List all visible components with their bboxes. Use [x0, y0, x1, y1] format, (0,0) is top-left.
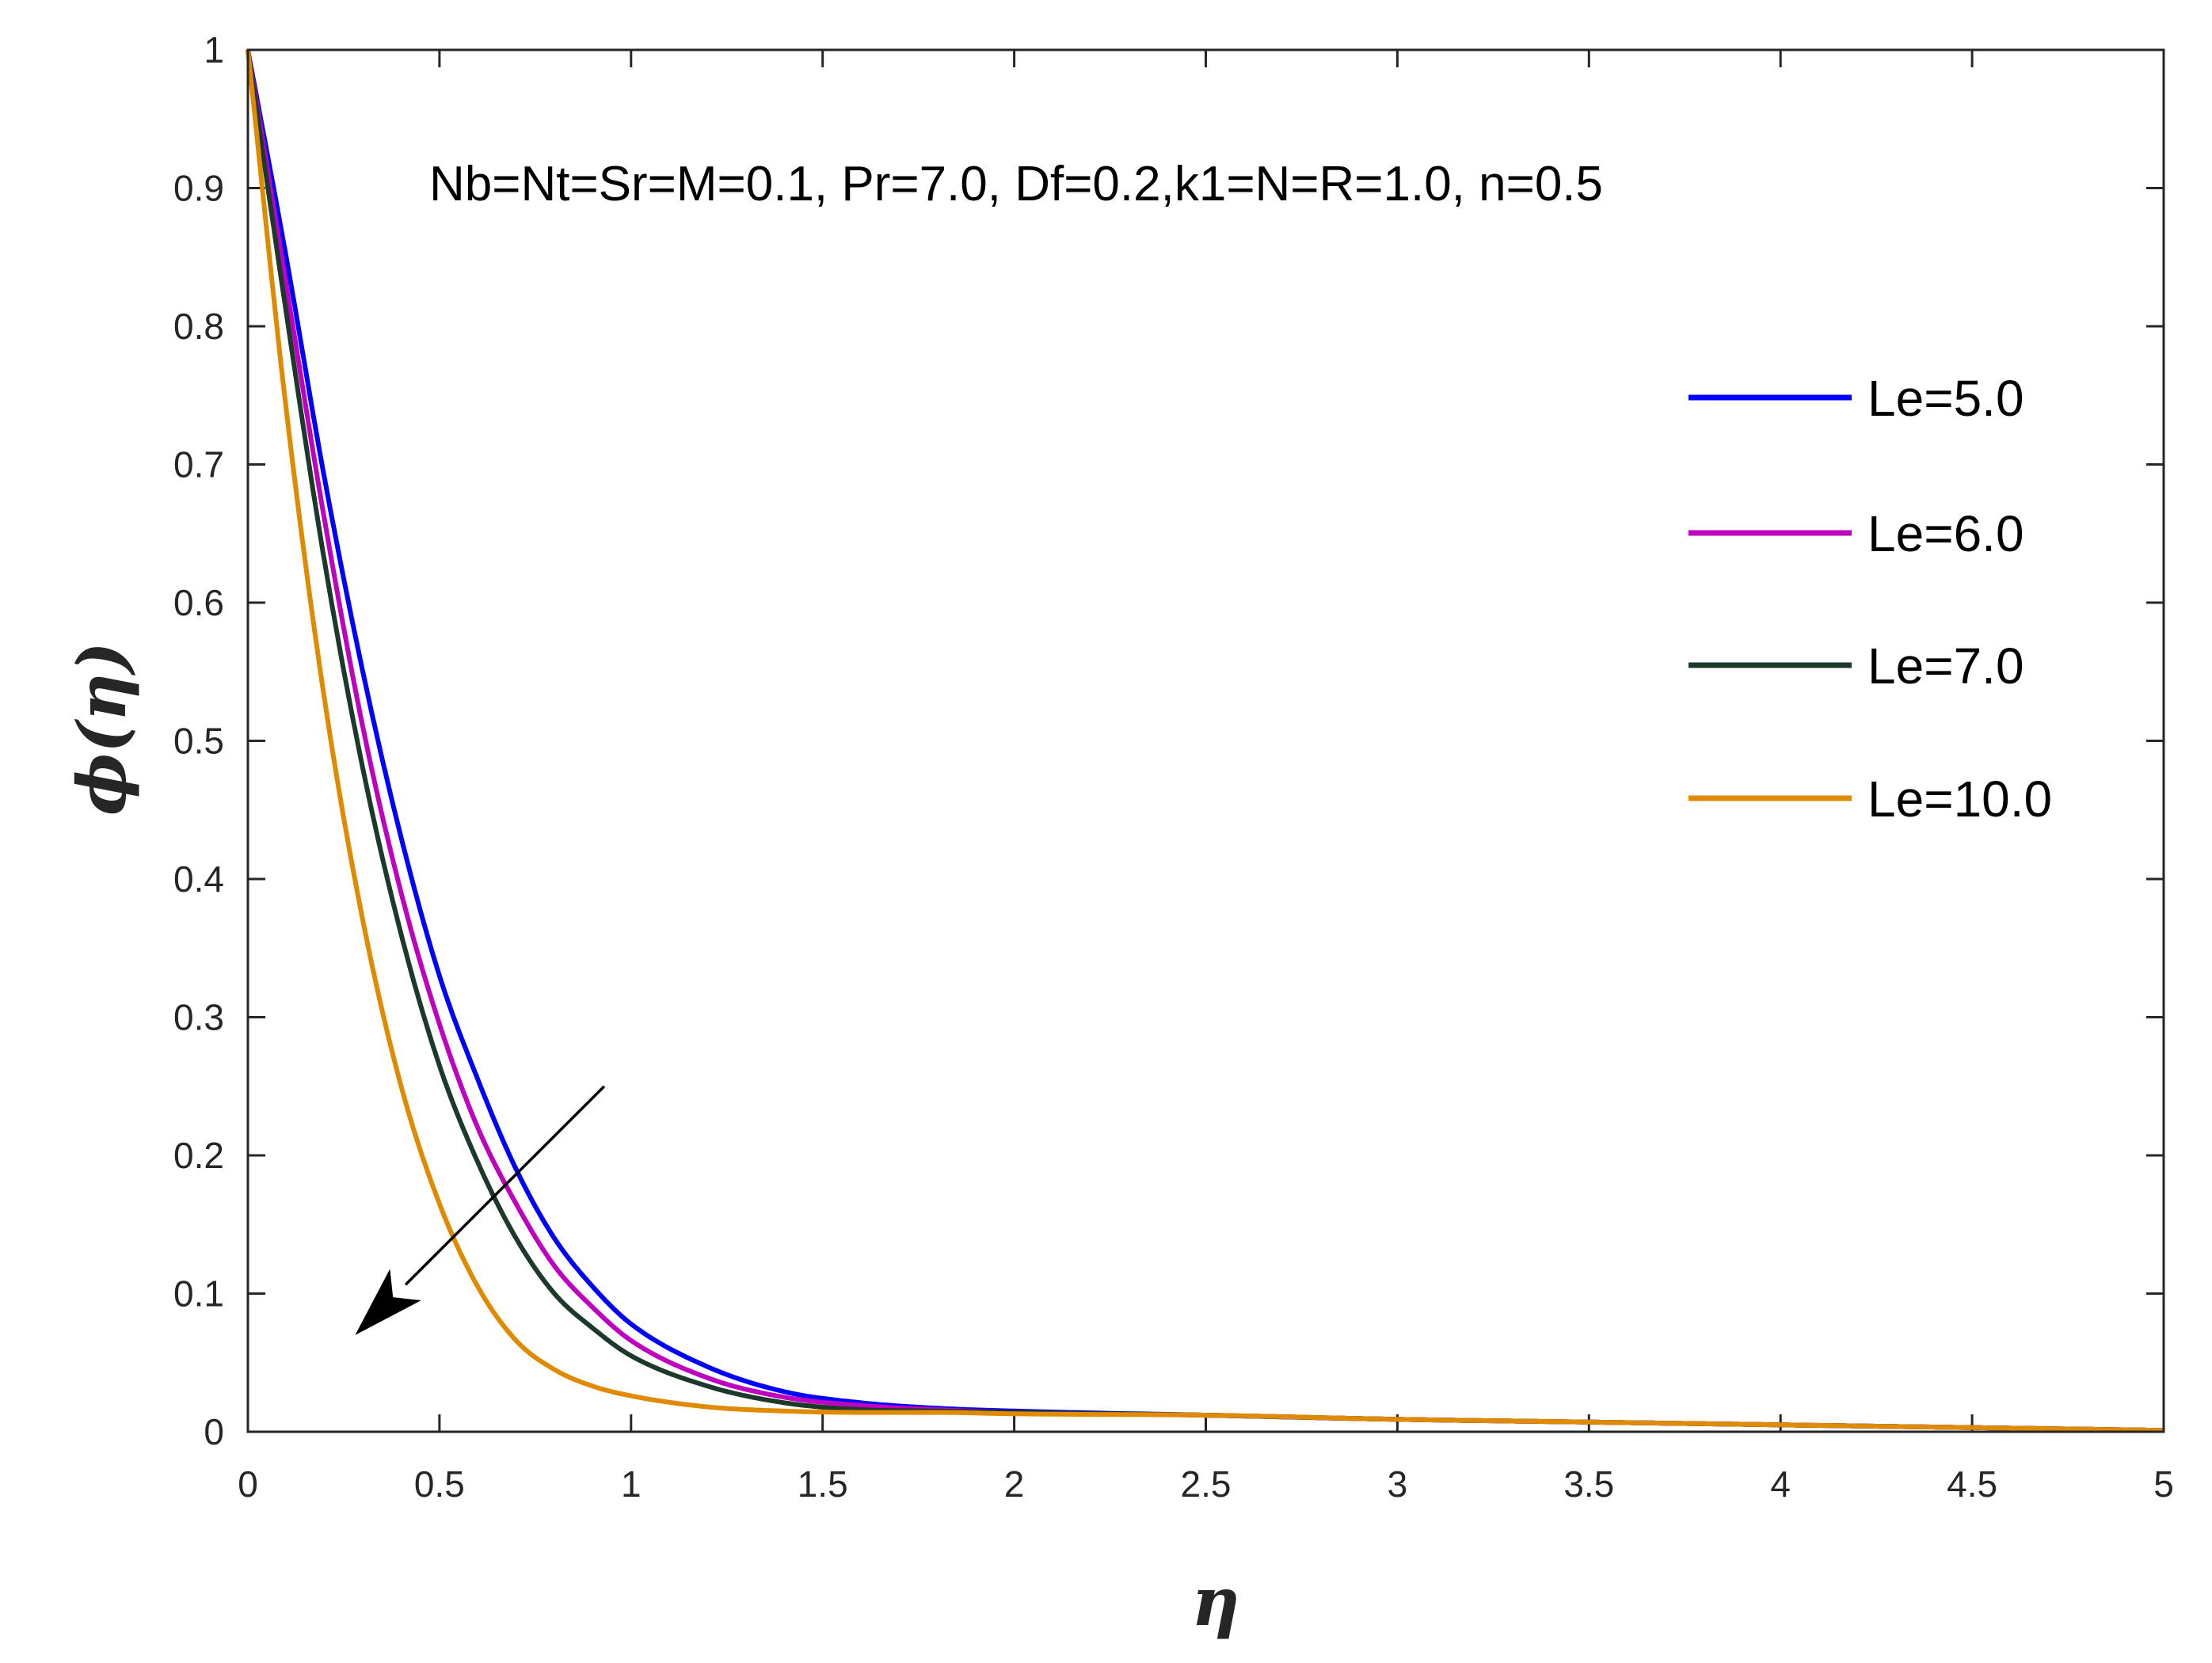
x-axis-label: η	[1191, 1562, 1239, 1641]
x-tick-label: 1.5	[798, 1463, 848, 1505]
y-tick-label: 0.3	[173, 997, 224, 1038]
x-tick-label: 3.5	[1563, 1463, 1614, 1505]
y-tick-label: 0.6	[173, 582, 224, 623]
x-tick-labels: 0 0.5 1 1.5 2 2.5 3 3.5 4 4.5 5	[238, 1463, 2174, 1505]
legend-label-2: Le=7.0	[1867, 637, 2024, 695]
y-tick-label: 1	[204, 29, 224, 70]
trend-arrow	[355, 1085, 606, 1335]
arrow-head	[355, 1269, 421, 1335]
series-line-3	[246, 49, 2164, 1433]
y-tick-label: 0.2	[173, 1135, 224, 1176]
y-axis-label: ϕ(η)	[63, 641, 141, 816]
x-tick-label: 5	[2153, 1463, 2174, 1505]
x-tick-label: 2.5	[1181, 1463, 1232, 1505]
plot-frame	[246, 48, 2165, 1433]
parameter-annotation: Nb=Nt=Sr=M=0.1, Pr=7.0, Df=0.2,k1=N=R=1.…	[429, 157, 1603, 211]
legend-label-3: Le=10.0	[1867, 771, 2052, 828]
y-tick-labels: 0 0.1 0.2 0.3 0.4 0.5 0.6 0.7 0.8 0.9 1	[173, 29, 224, 1452]
y-tick-label: 0.4	[173, 858, 224, 900]
legend-label-0: Le=5.0	[1867, 370, 2024, 427]
y-tick-label: 0.7	[173, 444, 224, 485]
y-tick-label: 0.9	[173, 168, 224, 209]
x-tick-label: 2	[1004, 1463, 1025, 1505]
x-tick-label: 4.5	[1947, 1463, 1997, 1505]
legend-label-1: Le=6.0	[1867, 505, 2024, 562]
y-tick-label: 0.5	[173, 721, 224, 762]
x-tick-label: 0	[238, 1463, 258, 1505]
x-tick-label: 1	[621, 1463, 642, 1505]
plot-lines	[246, 49, 2164, 1433]
y-tick-label: 0	[204, 1411, 224, 1452]
x-tick-label: 3	[1388, 1463, 1408, 1505]
arrow-shaft	[404, 1085, 606, 1286]
legend: Le=5.0 Le=6.0 Le=7.0 Le=10.0	[1689, 370, 2052, 828]
y-tick-label: 0.8	[173, 306, 224, 347]
x-tick-label: 0.5	[414, 1463, 465, 1505]
y-tick-label: 0.1	[173, 1273, 224, 1315]
x-tick-label: 4	[1770, 1463, 1791, 1505]
